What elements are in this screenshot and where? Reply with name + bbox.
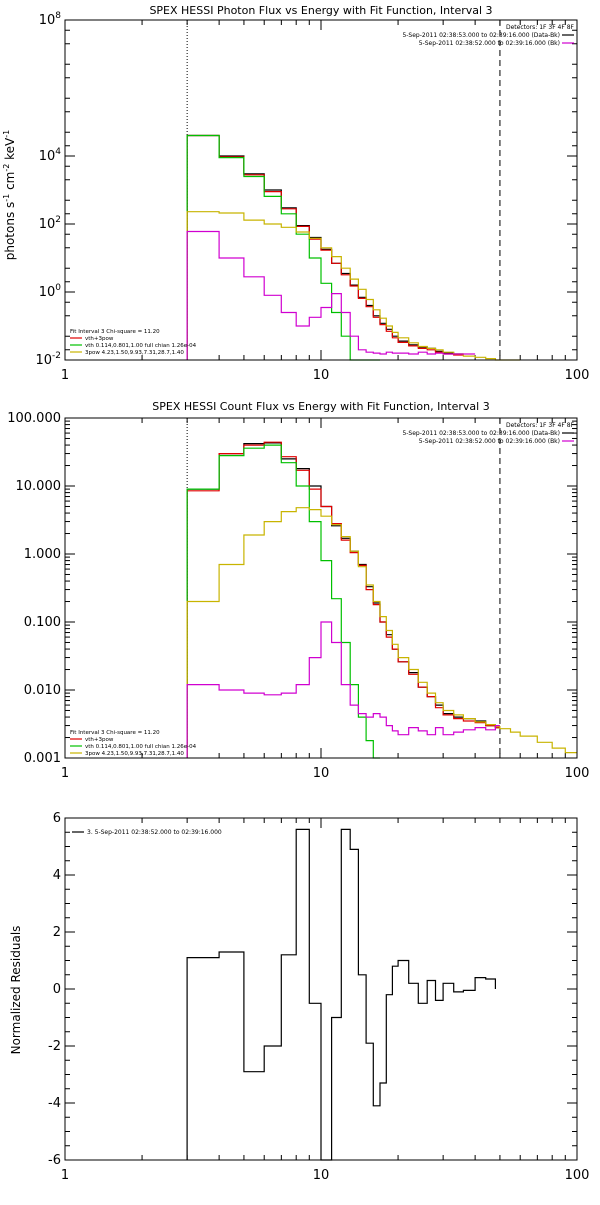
count-flux-xtick-label: 10 — [313, 766, 330, 781]
count-flux-plot — [186, 418, 577, 759]
residuals-legend-text: 3. 5-Sep-2011 02:38:52.000 to 02:39:16.0… — [87, 829, 222, 836]
photon-flux-xtick-label: 1 — [61, 368, 69, 383]
count-flux-legend-bk: 5-Sep-2011 02:38:52.000 to 02:39:16.000 … — [419, 438, 560, 445]
photon-flux-ytick-label: 108 — [39, 11, 62, 28]
photon-flux-xtick-label: 10 — [313, 368, 330, 383]
count-flux-legend-bottom-left: Fit Interval 3 Chi-square = 11.20 vth+3p… — [70, 730, 197, 757]
residuals-xtick-label: 100 — [565, 1168, 590, 1183]
photon-flux-xtick-label: 100 — [565, 368, 590, 383]
photon-flux-legend-bk: 5-Sep-2011 02:38:52.000 to 02:39:16.000 … — [419, 40, 560, 47]
count-flux-ticks: 1 10 100 0.001 0.010 0.100 1.000 10.000 100.000 — [7, 411, 589, 781]
count-flux-series-bk — [186, 621, 500, 758]
residuals-ytick-label: 0 — [53, 982, 61, 997]
photon-flux-ytick-label: 104 — [39, 147, 62, 164]
count-flux-legend-pow: 3pow 4.23,1.50,9.93,7.31,28.7,1.40 — [85, 751, 184, 757]
photon-flux-frame — [64, 19, 578, 361]
count-flux-ytick-label: 10.000 — [16, 479, 62, 494]
photon-flux-legend-model: vth+3pow — [85, 336, 114, 342]
photon-flux-plot — [186, 20, 521, 361]
residuals-ylabel: Normalized Residuals — [9, 926, 23, 1055]
residuals-xtick-label: 1 — [61, 1168, 69, 1183]
count-flux-panel: SPEX HESSI Count Flux vs Energy with Fit… — [7, 400, 589, 781]
residuals-xtick-label: 10 — [313, 1168, 330, 1183]
count-flux-title: SPEX HESSI Count Flux vs Energy with Fit… — [152, 400, 489, 413]
photon-flux-ytick-label: 102 — [39, 215, 61, 232]
photon-flux-ylabel: photons s-1 cm-2 keV-1 — [2, 130, 17, 261]
count-flux-legend-data: 5-Sep-2011 02:38:53.000 to 02:39:16.000 … — [402, 430, 560, 437]
residuals-series-residuals — [186, 828, 496, 1161]
count-flux-frame — [64, 417, 578, 759]
photon-flux-ytick-label: 100 — [39, 283, 62, 300]
count-flux-ytick-label: 0.010 — [24, 683, 61, 698]
photon-flux-ytick-label: 10-2 — [35, 351, 61, 368]
count-flux-xtick-label: 100 — [565, 766, 590, 781]
residuals-panel: Normalized Residuals 1 10 100 -6 -4 -2 0 2 4 6 3.… — [9, 811, 589, 1183]
count-flux-fit-title: Fit Interval 3 Chi-square = 11.20 — [70, 730, 160, 736]
residuals-frame — [64, 817, 578, 1161]
residuals-ytick-label: 2 — [53, 925, 61, 940]
count-flux-legend-top-right: Detectors: 1F 3F 4F 8F 5-Sep-2011 02:38:… — [402, 422, 574, 445]
residuals-ticks: 1 10 100 -6 -4 -2 0 2 4 6 — [48, 811, 589, 1183]
residuals-plot — [186, 828, 496, 1161]
count-flux-ytick-label: 0.100 — [24, 615, 61, 630]
count-flux-legend-model: vth+3pow — [85, 737, 114, 743]
photon-flux-panel: SPEX HESSI Photon Flux vs Energy with Fi… — [2, 4, 589, 383]
residuals-ytick-label: -6 — [48, 1153, 61, 1168]
photon-flux-legend-vth: vth 0.114,0.801,1.00 full chian 1.26e-04 — [85, 343, 197, 349]
count-flux-ytick-label: 0.001 — [24, 751, 61, 766]
photon-flux-series-pow — [186, 211, 521, 361]
count-flux-ytick-label: 1.000 — [24, 547, 61, 562]
photon-flux-detectors-label: Detectors: 1F 3F 4F 8F — [506, 24, 575, 31]
count-flux-series-pow — [186, 507, 577, 758]
count-flux-ytick-label: 100.000 — [7, 411, 61, 426]
photon-flux-legend-bottom-left: Fit Interval 3 Chi-square = 11.20 vth+3p… — [70, 329, 197, 356]
residuals-ytick-label: 4 — [53, 868, 61, 883]
residuals-ytick-label: -2 — [48, 1039, 61, 1054]
photon-flux-legend-pow: 3pow 4.23,1.50,9.93,7.31,28.7,1.40 — [85, 350, 184, 356]
count-flux-xtick-label: 1 — [61, 766, 69, 781]
photon-flux-title: SPEX HESSI Photon Flux vs Energy with Fi… — [149, 4, 492, 17]
residuals-legend: 3. 5-Sep-2011 02:38:52.000 to 02:39:16.0… — [72, 829, 222, 836]
residuals-ytick-label: 6 — [53, 811, 61, 826]
photon-flux-ticks: 1 10 100 10-2 100 102 104 108 — [35, 11, 589, 383]
photon-flux-legend-data: 5-Sep-2011 02:38:53.000 to 02:39:16.000 … — [402, 32, 560, 39]
count-flux-detectors-label: Detectors: 1F 3F 4F 8F — [506, 422, 575, 429]
photon-flux-legend-top-right: Detectors: 1F 3F 4F 8F 5-Sep-2011 02:38:… — [402, 24, 574, 47]
photon-flux-series-bk — [186, 230, 476, 360]
residuals-ytick-label: -4 — [48, 1096, 61, 1111]
photon-flux-fit-title: Fit Interval 3 Chi-square = 11.20 — [70, 329, 160, 335]
count-flux-series-vth — [186, 444, 380, 759]
count-flux-legend-vth: vth 0.114,0.801,1.00 full chian 1.26e-04 — [85, 744, 197, 750]
photon-flux-series-vth — [186, 134, 380, 361]
